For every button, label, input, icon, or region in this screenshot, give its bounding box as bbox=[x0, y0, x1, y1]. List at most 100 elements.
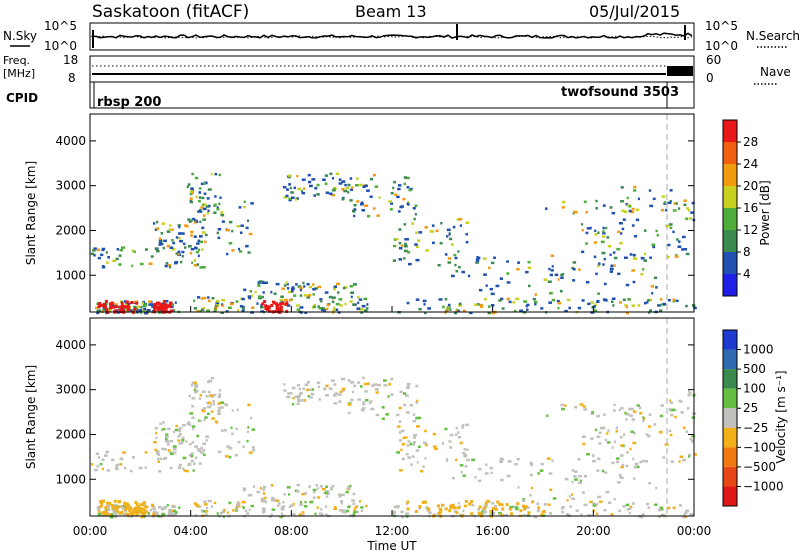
velocity-echo-cell bbox=[190, 459, 194, 463]
power-echo-cell bbox=[533, 300, 538, 304]
power-echo-cell bbox=[651, 243, 656, 246]
velocity-echo-cell bbox=[230, 426, 233, 430]
power-echo-cell bbox=[93, 247, 97, 250]
velocity-echo-cell bbox=[486, 499, 490, 503]
velocity-echo-cell bbox=[191, 425, 196, 428]
power-echo-cell bbox=[397, 210, 401, 213]
power-echo-cell bbox=[488, 266, 491, 270]
velocity-echo-cell bbox=[262, 511, 266, 514]
power-echo-cell bbox=[260, 306, 264, 309]
power-echo-cell bbox=[103, 308, 107, 311]
power-echo-cell bbox=[273, 292, 277, 295]
velocity-echo-cell bbox=[135, 502, 139, 506]
velocity-echo-cell bbox=[164, 439, 169, 442]
power-echo-cell bbox=[479, 303, 483, 307]
velocity-echo-cell bbox=[322, 488, 326, 491]
power-echo-cell bbox=[245, 244, 249, 248]
power-echo-cell bbox=[115, 303, 118, 306]
velocity-echo-cell bbox=[271, 496, 274, 500]
velocity-echo-cell bbox=[196, 448, 201, 451]
velocity-echo-cell bbox=[152, 506, 155, 510]
freq-right-tick-top: 60 bbox=[706, 53, 721, 67]
power-echo-cell bbox=[581, 250, 585, 254]
velocity-echo-cell bbox=[500, 503, 504, 507]
power-echo-cell bbox=[313, 194, 316, 197]
power-echo-cell bbox=[159, 307, 163, 311]
velocity-echo-cell bbox=[208, 401, 211, 404]
power-echo-cell bbox=[291, 196, 295, 199]
power-echo-cell bbox=[683, 199, 687, 202]
power-echo-cell bbox=[228, 242, 233, 245]
velocity-echo-cell bbox=[463, 504, 468, 508]
power-echo-cell bbox=[213, 203, 217, 207]
power-echo-cell bbox=[629, 253, 633, 256]
power-echo-cell bbox=[333, 306, 336, 309]
power-echo-cell bbox=[153, 222, 156, 225]
velocity-echo-cell bbox=[648, 482, 651, 485]
velocity-echo-cell bbox=[251, 449, 256, 452]
velocity-echo-cell bbox=[641, 459, 645, 463]
velocity-echo-cell bbox=[194, 456, 198, 460]
velocity-echo-cell bbox=[265, 500, 268, 504]
x-tick-label: 12:00 bbox=[375, 524, 410, 538]
power-echo-cell bbox=[620, 186, 624, 189]
velocity-echo-cell bbox=[446, 457, 449, 461]
velocity-echo-cell bbox=[592, 504, 597, 507]
power-echo-cell bbox=[342, 286, 346, 290]
power-echo-cell bbox=[105, 311, 108, 315]
velocity-echo-cell bbox=[400, 510, 404, 514]
velocity-echo-cell bbox=[571, 493, 573, 496]
velocity-echo-cell bbox=[615, 460, 620, 464]
velocity-echo-cell bbox=[119, 511, 123, 515]
velocity-echo-cell bbox=[400, 429, 405, 433]
velocity-echo-cell bbox=[626, 508, 629, 511]
velocity-colorbar-swatch bbox=[723, 447, 737, 467]
power-echo-cell bbox=[193, 221, 197, 224]
power-echo-cell bbox=[169, 301, 173, 305]
velocity-echo-cell bbox=[620, 444, 624, 447]
velocity-echo-cell bbox=[104, 509, 108, 513]
velocity-echo-cell bbox=[683, 513, 686, 517]
velocity-echo-cell bbox=[689, 513, 694, 516]
power-echo-cell bbox=[312, 283, 315, 286]
velocity-echo-cell bbox=[303, 505, 308, 508]
velocity-echo-cell bbox=[297, 399, 301, 403]
power-echo-cell bbox=[216, 208, 220, 211]
power-echo-cell bbox=[178, 232, 181, 235]
power-echo-cell bbox=[111, 304, 115, 307]
x-tick-label: 00:00 bbox=[73, 524, 108, 538]
velocity-echo-cell bbox=[326, 492, 330, 495]
power-echo-cell bbox=[590, 301, 594, 304]
velocity-echo-cell bbox=[151, 503, 154, 507]
power-echo-cell bbox=[445, 309, 449, 312]
velocity-echo-cell bbox=[686, 407, 690, 410]
velocity-echo-cell bbox=[111, 458, 115, 462]
velocity-echo-cell bbox=[250, 493, 253, 497]
power-echo-cell bbox=[251, 306, 255, 309]
power-echo-cell bbox=[349, 285, 354, 288]
velocity-echo-cell bbox=[152, 515, 155, 518]
power-echo-cell bbox=[661, 195, 666, 198]
velocity-echo-cell bbox=[122, 512, 126, 516]
velocity-echo-cell bbox=[510, 512, 513, 516]
velocity-echo-cell bbox=[362, 407, 366, 410]
power-echo-cell bbox=[290, 287, 295, 290]
velocity-echo-cell bbox=[512, 505, 515, 508]
velocity-echo-cell bbox=[590, 437, 594, 440]
velocity-echo-cell bbox=[485, 463, 488, 466]
velocity-echo-cell bbox=[658, 430, 663, 434]
power-echo-cell bbox=[283, 196, 288, 199]
velocity-echo-cell bbox=[193, 462, 196, 465]
power-echo-cell bbox=[408, 262, 412, 266]
power-echo-cell bbox=[243, 200, 246, 204]
power-echo-cell bbox=[617, 230, 621, 234]
power-echo-cell bbox=[220, 211, 224, 214]
power-echo-cell bbox=[193, 235, 197, 238]
power-echo-cell bbox=[275, 282, 280, 286]
velocity-echo-cell bbox=[193, 388, 196, 392]
velocity-echo-cell bbox=[231, 432, 234, 435]
velocity-echo-cell bbox=[283, 493, 286, 496]
velocity-echo-cell bbox=[166, 504, 169, 507]
velocity-echo-cell bbox=[290, 504, 293, 507]
velocity-colorbar-swatch bbox=[723, 330, 737, 350]
